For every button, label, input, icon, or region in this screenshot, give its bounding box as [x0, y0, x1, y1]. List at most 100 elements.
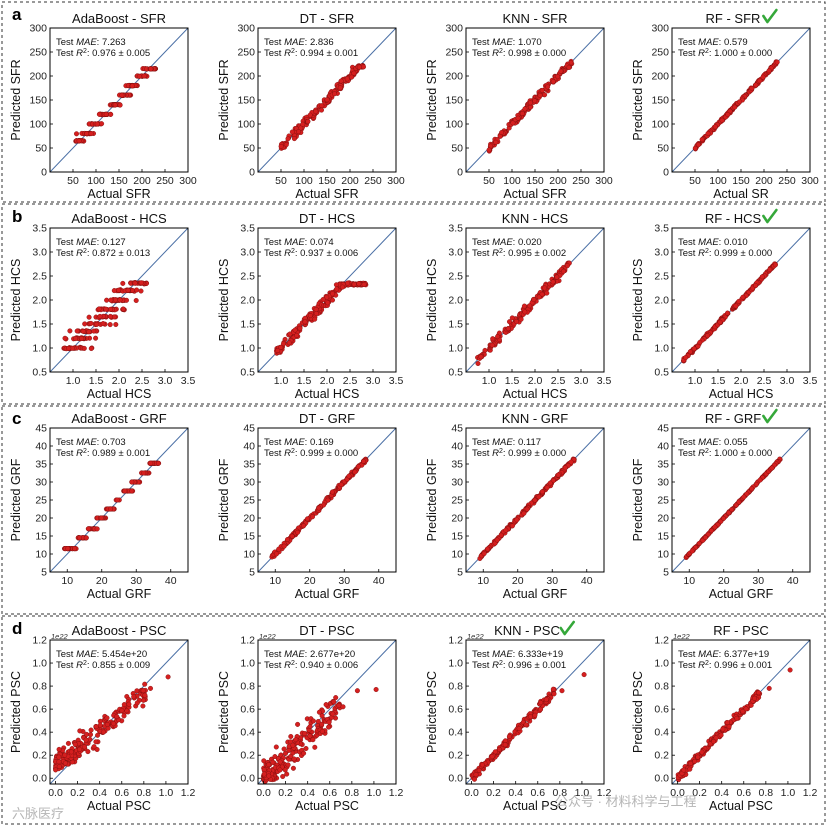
y-tick-label: 0.2: [654, 750, 669, 762]
data-point: [134, 287, 140, 293]
y-tick-label: 5: [249, 567, 255, 579]
y-tick-label: 300: [29, 23, 47, 35]
panel-title: AdaBoost - SFR: [72, 11, 166, 26]
x-tick-label: 1.0: [575, 787, 590, 799]
data-point: [93, 335, 99, 341]
y-tick-label: 5: [663, 567, 669, 579]
data-point: [68, 749, 74, 755]
y-tick-label: 250: [29, 47, 47, 59]
data-point: [93, 724, 99, 730]
mae-annotation: Test MAE: 0.117: [472, 437, 541, 448]
data-point: [345, 280, 351, 286]
x-tick-label: 250: [156, 175, 174, 187]
mae-annotation: Test MAE: 0.169: [264, 437, 334, 448]
x-tick-label: 150: [110, 175, 128, 187]
mae-sep: :: [719, 237, 724, 248]
y-tick-label: 1.2: [32, 635, 47, 647]
data-point: [310, 514, 316, 520]
data-point: [87, 732, 93, 738]
mae-label: MAE: [492, 437, 513, 448]
y-tick-label: 0.4: [654, 727, 669, 739]
data-point: [523, 722, 529, 728]
data-point: [62, 760, 68, 766]
mae-prefix: Test: [678, 237, 698, 248]
data-point: [539, 87, 545, 93]
data-point: [112, 297, 118, 303]
y-tick-label: 1.0: [654, 658, 669, 670]
panel-title: DT - PSC: [299, 623, 354, 638]
data-point: [297, 325, 303, 331]
y-axis-label: Predicted GRF: [425, 458, 439, 541]
data-point: [539, 489, 545, 495]
data-point: [734, 715, 740, 721]
y-tick-label: 0.0: [32, 773, 47, 785]
x-tick-label: 30: [752, 575, 764, 587]
mae-sep: :: [719, 37, 724, 48]
y-tick-label: 2.5: [654, 271, 669, 283]
data-points: [62, 460, 162, 552]
x-tick-label: 150: [318, 175, 336, 187]
data-point: [136, 73, 142, 79]
panel-title: KNN - GRF: [502, 411, 569, 426]
data-point: [96, 306, 102, 312]
row-letter: b: [12, 207, 22, 226]
data-point: [344, 76, 350, 82]
y-tick-label: 2.5: [240, 271, 255, 283]
mae-label: MAE: [492, 37, 513, 48]
mae-prefix: Test: [264, 649, 284, 660]
data-point: [121, 713, 127, 719]
data-points: [692, 59, 780, 152]
data-point: [713, 735, 719, 741]
y-tick-label: 50: [35, 143, 47, 155]
data-point: [330, 711, 336, 717]
x-tick-label: 2.5: [343, 375, 358, 387]
y-tick-label: 3.0: [654, 247, 669, 259]
row-box-1: [1, 203, 826, 405]
y-tick-label: 2.0: [240, 295, 255, 307]
y-tick-label: 40: [243, 441, 255, 453]
r2-label: R: [492, 48, 499, 59]
mae-value: 0.117: [518, 437, 541, 448]
data-point: [104, 297, 110, 303]
mae-value: 0.579: [724, 37, 748, 48]
y-tick-label: 150: [445, 95, 463, 107]
y-tick-label: 1.0: [654, 343, 669, 355]
mae-sep: :: [513, 649, 518, 660]
mae-prefix: Test: [472, 437, 492, 448]
data-point: [753, 481, 759, 487]
scatter-panel: DT - SFR 0 50 100 150 200 250 300 50 100 150 200 250…: [217, 11, 405, 201]
data-point: [545, 84, 551, 90]
panel-title: RF - SFR: [706, 11, 761, 26]
data-point: [522, 106, 528, 112]
row-letter: a: [12, 5, 22, 24]
data-point: [473, 772, 479, 778]
data-points: [261, 687, 379, 784]
data-point: [107, 322, 113, 328]
data-point: [558, 68, 564, 74]
data-point: [301, 750, 307, 756]
data-point: [499, 129, 505, 135]
data-point: [736, 298, 742, 304]
r2-annotation: Test R2: 0.998 ± 0.000: [472, 48, 566, 59]
data-point: [695, 142, 701, 148]
x-tick-label: 2.0: [112, 375, 127, 387]
x-tick-label: 150: [526, 175, 544, 187]
data-point: [114, 714, 120, 720]
data-point: [85, 749, 91, 755]
y-axis-label: Predicted HCS: [425, 259, 439, 342]
data-point: [559, 688, 565, 694]
x-tick-label: 100: [295, 175, 313, 187]
r2-prefix: Test: [56, 660, 76, 671]
y-tick-label: 10: [35, 549, 47, 561]
data-points: [681, 261, 778, 364]
mae-annotation: Test MAE: 0.020: [472, 237, 542, 248]
data-point: [550, 279, 556, 285]
data-point: [141, 73, 147, 79]
data-point: [509, 523, 515, 529]
data-point: [518, 316, 524, 322]
data-point: [336, 703, 342, 709]
mae-annotation: Test MAE: 2.677e+20: [264, 649, 355, 660]
x-tick-label: 0.2: [692, 787, 707, 799]
r2-label: R: [284, 660, 291, 671]
y-tick-label: 250: [651, 47, 669, 59]
